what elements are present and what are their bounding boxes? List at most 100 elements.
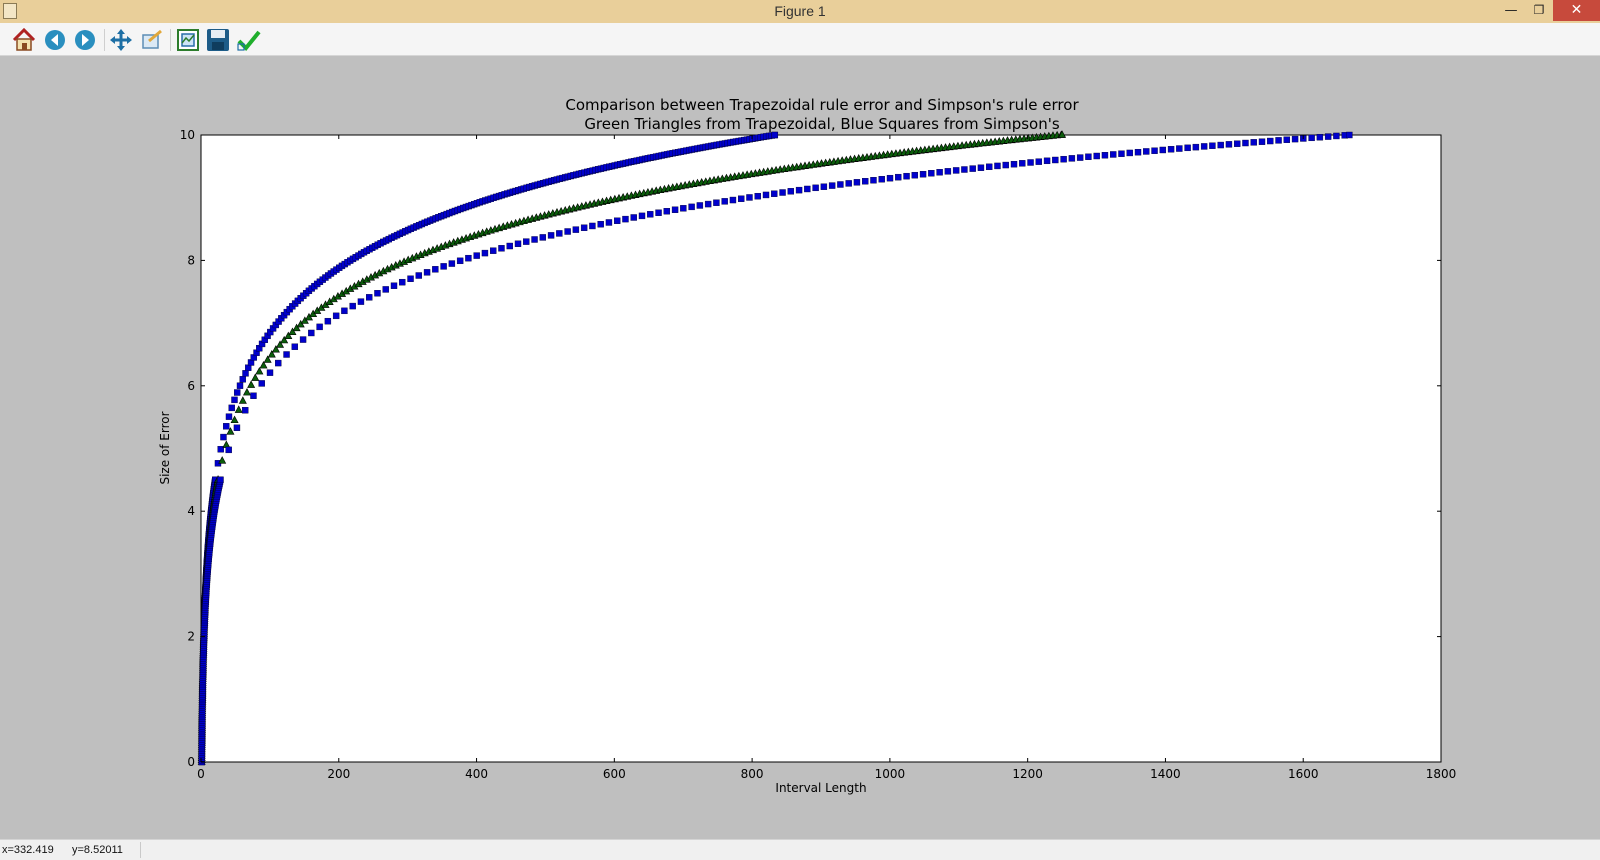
square-marker <box>1076 154 1084 161</box>
square-marker <box>622 215 629 223</box>
home-button[interactable] <box>11 27 37 53</box>
y-tick-label: 10 <box>180 128 195 142</box>
edit-parameters-button[interactable] <box>236 27 262 53</box>
triangle-marker <box>234 405 243 413</box>
square-marker <box>415 272 423 279</box>
square-marker <box>556 230 563 237</box>
triangle-marker <box>218 456 227 464</box>
cursor-x-readout: x=332.419 <box>2 844 54 856</box>
square-marker <box>217 446 224 453</box>
square-marker <box>1217 141 1224 149</box>
square-marker <box>729 196 737 204</box>
square-marker <box>928 170 935 177</box>
back-button[interactable] <box>42 27 68 53</box>
square-marker <box>1200 143 1208 150</box>
status-bar: x=332.419 y=8.52011 <box>0 839 1600 860</box>
window-titlebar: Figure 1 — ❐ ✕ <box>0 0 1600 23</box>
window-title: Figure 1 <box>774 3 826 19</box>
square-marker <box>1176 145 1183 152</box>
square-marker <box>523 238 530 245</box>
plot-area <box>200 134 1442 763</box>
square-marker <box>266 369 274 376</box>
square-marker <box>944 168 952 175</box>
error-comparison-chart[interactable]: Comparison between Trapezoidal rule erro… <box>0 56 1600 839</box>
square-marker <box>220 433 227 441</box>
square-marker <box>506 242 513 250</box>
square-marker <box>961 166 968 173</box>
triangle-marker <box>271 345 280 353</box>
square-marker <box>1234 140 1241 147</box>
square-marker <box>236 382 244 389</box>
app-icon <box>3 3 17 19</box>
square-marker <box>341 307 348 315</box>
square-marker <box>614 217 621 224</box>
square-marker <box>919 171 927 178</box>
x-tick-label: 1000 <box>875 767 906 781</box>
square-marker <box>754 192 761 200</box>
square-marker <box>1316 133 1324 141</box>
restore-button[interactable]: ❐ <box>1533 3 1545 17</box>
square-marker <box>812 184 819 192</box>
square-marker <box>804 185 811 193</box>
square-marker <box>440 263 447 270</box>
square-marker <box>332 312 340 320</box>
square-marker <box>1027 159 1034 166</box>
square-marker <box>374 290 381 297</box>
square-marker <box>382 286 389 293</box>
minimize-button[interactable]: — <box>1504 3 1518 18</box>
subplots-icon <box>177 29 199 51</box>
square-marker <box>217 476 224 484</box>
square-marker <box>771 131 779 139</box>
square-marker <box>688 203 695 211</box>
triangle-marker <box>280 335 289 344</box>
square-marker <box>580 224 588 231</box>
square-marker <box>671 206 679 213</box>
square-marker <box>647 211 654 218</box>
floppy-disk-icon <box>207 29 229 51</box>
y-tick-label: 0 <box>187 755 195 769</box>
triangle-marker <box>242 387 251 396</box>
pan-button[interactable] <box>108 27 134 53</box>
square-marker <box>1010 160 1018 168</box>
square-marker <box>223 423 230 430</box>
square-marker <box>324 317 332 325</box>
square-marker <box>572 226 580 233</box>
x-tick-label: 600 <box>603 767 626 781</box>
square-marker <box>258 380 265 387</box>
square-marker <box>564 228 571 235</box>
triangle-marker <box>251 373 260 381</box>
square-marker <box>283 351 290 358</box>
square-marker <box>349 302 356 310</box>
square-marker <box>795 186 803 194</box>
square-marker <box>837 181 844 188</box>
triangle-marker <box>263 355 272 363</box>
checkmark-icon <box>237 30 261 51</box>
close-button[interactable]: ✕ <box>1553 0 1600 21</box>
chart-title: Comparison between Trapezoidal rule erro… <box>565 96 1079 114</box>
square-marker <box>481 249 489 257</box>
square-marker <box>1002 161 1009 169</box>
zoom-button[interactable] <box>139 27 165 53</box>
forward-button[interactable] <box>72 27 98 53</box>
move-icon <box>110 29 132 51</box>
square-marker <box>870 177 877 184</box>
cursor-y-readout: y=8.52011 <box>72 844 123 856</box>
square-marker <box>407 275 414 282</box>
triangle-marker <box>247 380 256 388</box>
square-marker <box>366 294 373 301</box>
save-button[interactable] <box>205 27 231 53</box>
figure-canvas[interactable]: Comparison between Trapezoidal rule erro… <box>0 56 1600 839</box>
x-tick-label: 1800 <box>1426 767 1457 781</box>
square-marker <box>514 240 522 247</box>
square-marker <box>762 191 770 199</box>
square-marker <box>275 359 282 367</box>
x-tick-label: 1200 <box>1012 767 1043 781</box>
triangle-marker <box>267 350 276 358</box>
triangle-marker <box>292 323 301 332</box>
triangle-marker <box>255 366 264 375</box>
x-tick-label: 200 <box>327 767 350 781</box>
square-marker <box>589 222 596 230</box>
arrow-left-icon <box>45 30 65 50</box>
subplots-button[interactable] <box>175 27 201 53</box>
square-marker <box>1134 148 1142 156</box>
